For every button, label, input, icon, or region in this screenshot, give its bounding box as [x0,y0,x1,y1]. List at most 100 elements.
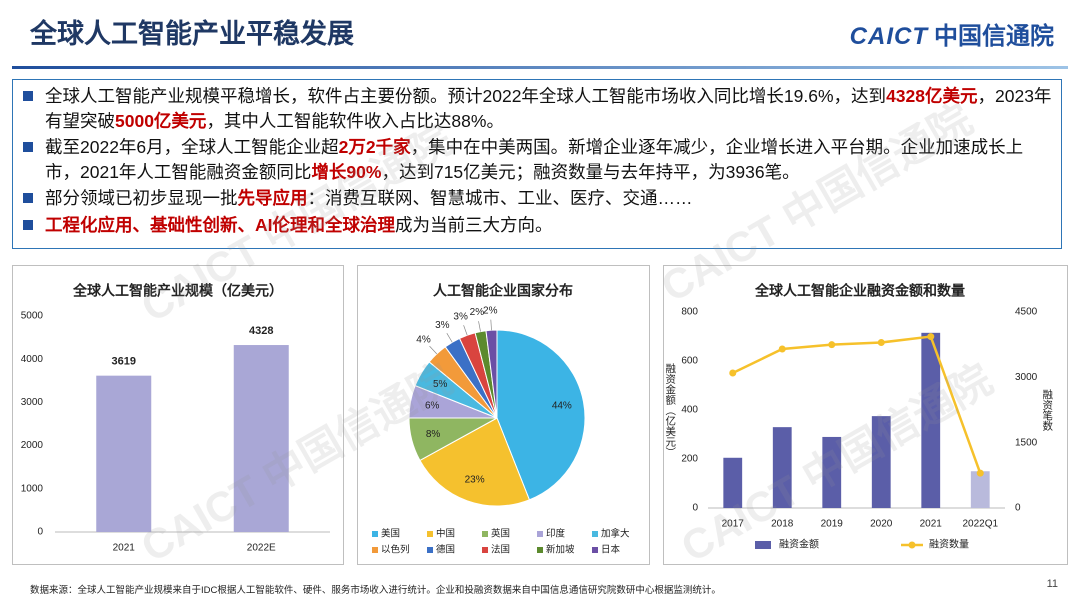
legend-label: 法国 [491,544,510,556]
highlight-text: 5000亿美元 [115,110,207,131]
bullet: 工程化应用、基础性创新、AI伦理和全球治理成为当前三大方向。 [23,213,1053,238]
line [732,335,982,474]
line-point [828,341,836,349]
bullet: 全球人工智能产业规模平稳增长，软件占主要份额。预计2022年全球人工智能市场收入… [23,84,1053,133]
leader-line [429,345,438,355]
line-point [976,469,984,477]
value-label: 3619 [112,356,136,368]
legend-label: 融资金额 [779,538,819,551]
y2-tick-label: 1500 [1015,437,1038,448]
y-tick-label: 200 [681,454,698,465]
legend-swatch [372,531,378,537]
bar [871,416,891,508]
bar [723,457,743,508]
bullet: 部分领域已初步显现一批先导应用：消费互联网、智慧城市、工业、医疗、交通…… [23,186,1053,211]
legend-label: 融资数量 [929,538,969,551]
slice-label: 8% [426,429,441,440]
y-tick-label: 1000 [21,483,44,494]
highlight-text: 2万2千家 [338,137,411,157]
legend-label: 印度 [546,528,566,540]
bullet-text: ：消费互联网、智慧城市、工业、医疗、交通…… [307,188,693,208]
leader-line [446,332,453,343]
legend-swatch [592,531,598,537]
leader-line [478,321,481,332]
charts: 全球人工智能产业规模（亿美元）0100020003000400050003619… [21,283,1053,556]
slice-label: 2% [470,307,485,318]
bar [96,375,152,532]
bullet-text: 全球人工智能产业规模平稳增长，软件占主要份额。预计2022年全球人工智能市场收入… [45,86,887,106]
legend-label: 日本 [601,544,621,556]
logo-cn: 中国信通院 [934,23,1054,50]
y2-axis-title: 融资笔数 [1041,389,1053,432]
bullet-text: ，集中在中美两国。新增企业逐年减少，企业增长进入平台期。企业加速成长上市，202… [45,137,1024,182]
y-tick-label: 600 [681,356,698,367]
legend-label: 加拿大 [601,528,630,540]
legend-swatch [482,547,488,553]
y2-tick-label: 3000 [1015,372,1038,383]
y-tick-label: 0 [692,503,698,514]
chart-title: 全球人工智能企业融资金额和数量 [754,283,965,299]
leader-line [463,325,468,336]
legend-swatch [755,541,771,549]
x-tick-label: 2020 [870,519,893,530]
legend-swatch [372,547,378,553]
highlight-text: 4328亿美元 [886,86,978,106]
y-axis-title: 融资金额（亿美元） [664,363,676,458]
legend-label: 中国 [436,528,455,540]
bullet-text: 截至2022年6月，全球人工智能企业超 [45,137,339,157]
slice-label: 44% [552,400,572,411]
y-tick-label: 4000 [21,354,44,365]
logo: CAICT 中国信通院 [850,16,1054,51]
x-tick-label: 2018 [771,519,794,530]
leader-line [490,319,492,331]
legend-swatch [908,541,916,549]
x-tick-label: 2021 [920,519,943,530]
highlight-text: 工程化应用、基础性创新、AI伦理和全球治理 [45,214,395,235]
footer-source: 数据来源：全球人工智能产业规模来自于IDC根据人工智能软件、硬件、服务市场收入进… [30,585,721,596]
legend-swatch [592,547,598,553]
legend-swatch [482,531,488,537]
slice-label: 23% [465,475,485,486]
line-point [729,369,737,377]
bullet: 截至2022年6月，全球人工智能企业超2万2千家，集中在中美两国。新增企业逐年减… [23,135,1053,184]
logo-en: CAICT [849,23,928,50]
chart-title: 全球人工智能产业规模（亿美元） [72,283,283,299]
line-point [877,338,885,346]
slice-label: 5% [433,379,448,390]
y-tick-label: 5000 [21,311,44,322]
chart-panel [12,265,344,565]
chart-panel [357,265,650,565]
line-point [778,345,786,353]
highlight-text: 增长90% [311,161,382,182]
page-number: 11 [1046,578,1058,590]
x-tick-label: 2021 [113,543,136,554]
y2-tick-label: 4500 [1015,307,1038,318]
y2-tick-label: 0 [1015,503,1021,514]
header-rule [12,66,1068,69]
bar [233,345,289,532]
x-tick-label: 2022E [247,543,276,554]
bullet-text: 部分领域已初步显现一批 [45,188,238,208]
value-label: 4328 [249,325,273,337]
pie-slice [419,417,531,507]
legend-label: 英国 [491,528,510,540]
x-tick-label: 2022Q1 [962,519,998,530]
y-tick-label: 0 [37,527,43,538]
slice-label: 4% [416,334,431,345]
legend-swatch [427,531,433,537]
legend-label: 德国 [436,544,455,556]
legend-label: 美国 [381,528,400,540]
legend-swatch [537,531,543,537]
slide-title: 全球人工智能产业平稳发展 [30,19,354,49]
legend-label: 以色列 [381,544,410,556]
bar [921,332,941,508]
bar [970,471,990,508]
bar [772,427,792,508]
legend-swatch [537,547,543,553]
chart-title: 人工智能企业国家分布 [433,283,573,299]
slice-label: 6% [425,400,440,411]
x-tick-label: 2019 [821,519,844,530]
chart-panel [663,265,1068,565]
highlight-text: 先导应用 [237,188,308,208]
